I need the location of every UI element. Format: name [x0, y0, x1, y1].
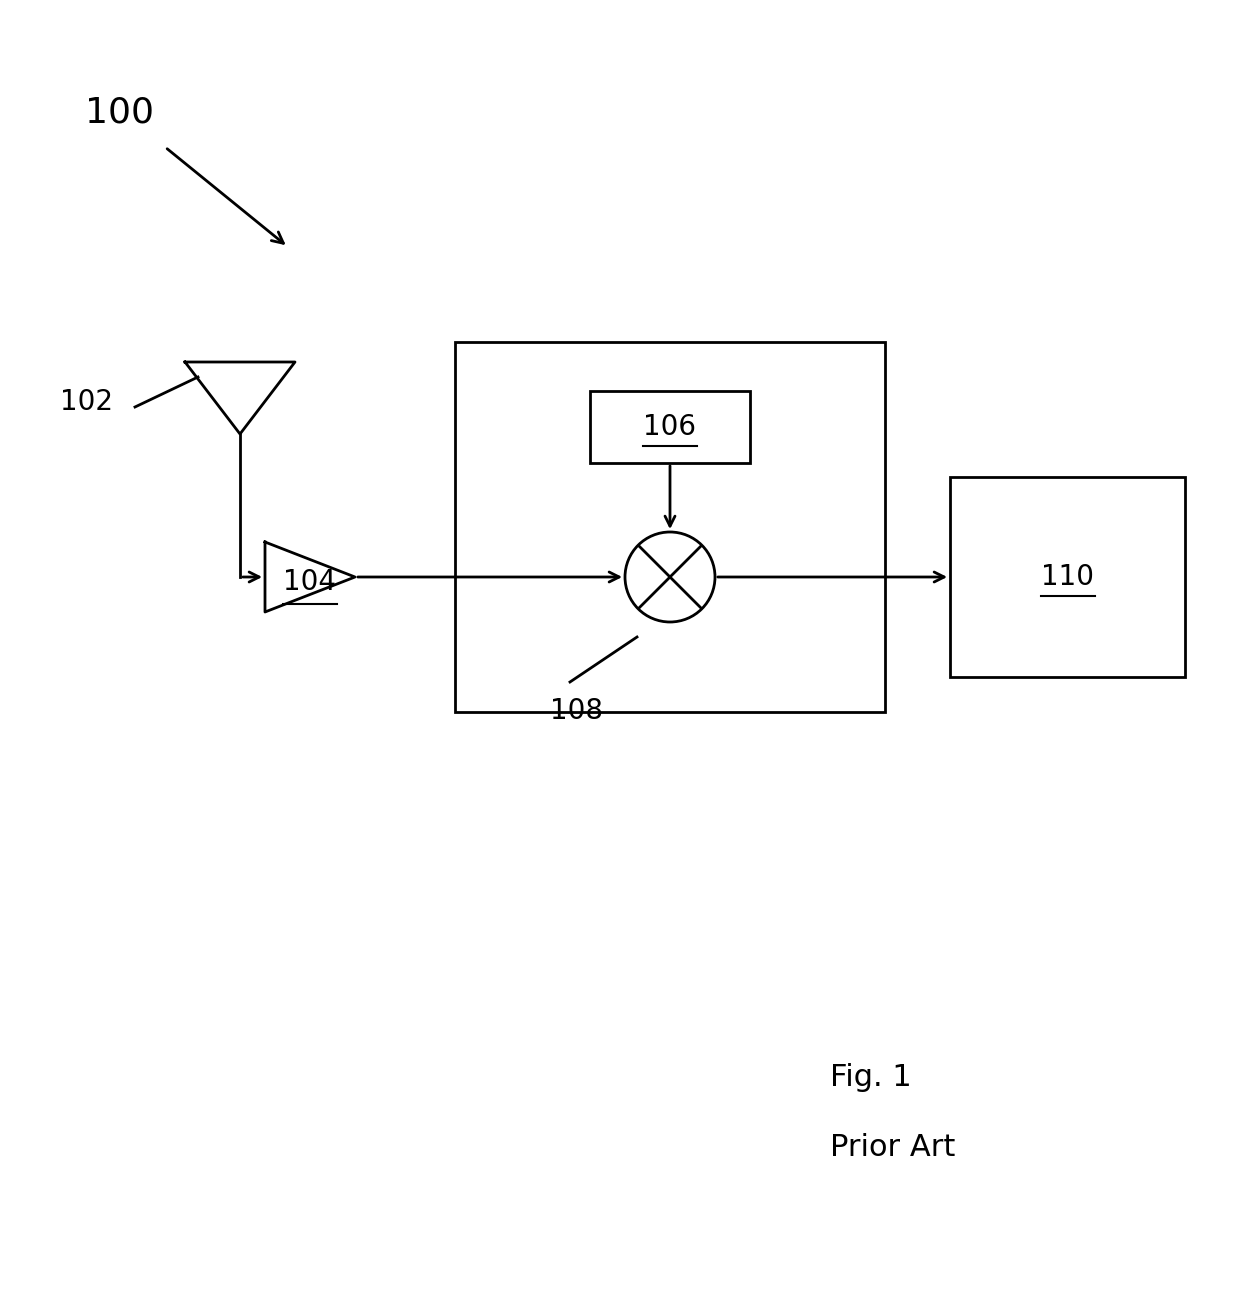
- Bar: [590, 391, 750, 463]
- Text: 110: 110: [1042, 563, 1094, 590]
- Text: Prior Art: Prior Art: [830, 1132, 955, 1161]
- Text: Fig. 1: Fig. 1: [830, 1063, 911, 1092]
- Text: 108: 108: [551, 697, 603, 726]
- Text: 106: 106: [644, 413, 697, 441]
- Text: 102: 102: [60, 388, 113, 416]
- Text: 104: 104: [284, 568, 336, 596]
- Bar: [950, 478, 1185, 677]
- Text: 100: 100: [86, 94, 154, 129]
- Bar: [455, 342, 885, 712]
